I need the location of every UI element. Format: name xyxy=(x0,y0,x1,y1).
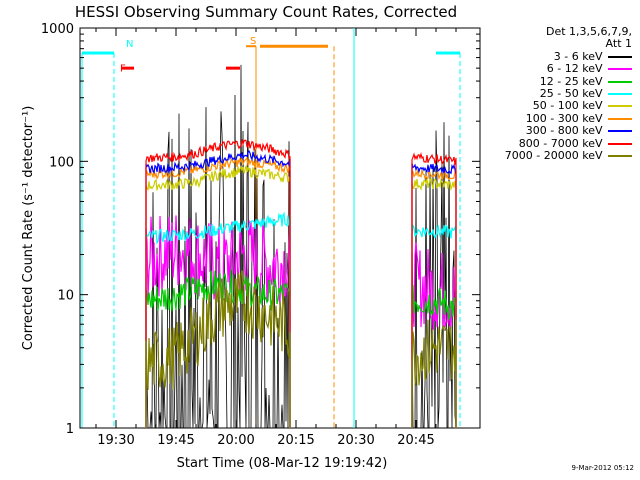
legend-swatch xyxy=(608,155,632,158)
series-line xyxy=(145,149,291,428)
legend-swatch xyxy=(608,93,632,96)
legend-entry: 100 - 300 keV xyxy=(480,111,632,125)
legend-label: 50 - 100 keV xyxy=(532,99,606,113)
series-line xyxy=(145,211,291,428)
y-tick-label: 1 xyxy=(66,422,74,437)
legend-entry: 800 - 7000 keV xyxy=(480,136,632,150)
legend-swatch xyxy=(608,105,632,108)
legend-entry: 7000 - 20000 keV xyxy=(480,149,632,163)
legend-swatch xyxy=(608,117,632,120)
marker-label-n: N xyxy=(126,39,133,50)
legend-label: 6 - 12 keV xyxy=(546,62,606,76)
legend: Det 1,3,5,6,7,9, Att 1 3 - 6 keV 6 - 12 … xyxy=(480,25,632,163)
x-tick-label: 19:45 xyxy=(157,433,194,448)
legend-entry: 300 - 800 keV xyxy=(480,125,632,137)
legend-label: 7000 - 20000 keV xyxy=(504,149,606,163)
series-line xyxy=(411,284,457,428)
legend-header-line-2: Att 1 xyxy=(605,37,632,51)
legend-label: 800 - 7000 keV xyxy=(518,136,606,150)
series-line xyxy=(411,319,457,428)
series-line xyxy=(411,177,457,428)
x-tick-label: 20:00 xyxy=(217,433,254,448)
series-line xyxy=(411,242,457,428)
footer-date: 9-Mar-2012 05:12 xyxy=(571,464,634,472)
legend-entry: 6 - 12 keV xyxy=(480,63,632,75)
x-tick-label: 20:15 xyxy=(277,433,314,448)
x-axis-label: Start Time (08-Mar-12 19:19:42) xyxy=(177,456,388,471)
x-tick-label: 20:45 xyxy=(397,433,434,448)
marker-label-s: S xyxy=(250,36,256,47)
series-line xyxy=(411,163,457,428)
series-line xyxy=(145,215,291,428)
legend-swatch xyxy=(608,68,632,71)
legend-swatch xyxy=(608,80,632,83)
series-line xyxy=(145,270,291,428)
legend-entries: 3 - 6 keV 6 - 12 keV 12 - 25 keV 25 - 50… xyxy=(480,49,632,163)
legend-entry: 50 - 100 keV xyxy=(480,100,632,112)
x-tick-label: 20:30 xyxy=(337,433,374,448)
legend-label: 100 - 300 keV xyxy=(525,111,606,125)
chart-title: HESSI Observing Summary Count Rates, Cor… xyxy=(75,3,457,21)
legend-label: 12 - 25 keV xyxy=(539,74,606,88)
legend-entry: 25 - 50 keV xyxy=(480,87,632,101)
y-axis-label: Corrected Count Rate (s⁻¹ detector⁻¹) xyxy=(21,106,36,351)
series-line xyxy=(145,139,291,428)
legend-swatch xyxy=(608,142,632,145)
legend-label: 300 - 800 keV xyxy=(525,124,606,138)
series-line xyxy=(145,270,291,428)
legend-entry: 3 - 6 keV xyxy=(480,49,632,63)
y-tick-label: 10 xyxy=(57,289,74,304)
marker-label-f: F xyxy=(120,64,126,75)
series-line xyxy=(145,165,291,428)
legend-swatch xyxy=(608,130,632,133)
series-line xyxy=(411,151,457,428)
series-line xyxy=(411,224,457,428)
x-tick-label: 19:30 xyxy=(97,433,134,448)
series-line xyxy=(145,156,291,428)
legend-entry: 12 - 25 keV xyxy=(480,74,632,88)
legend-label: 3 - 6 keV xyxy=(553,49,606,63)
y-tick-label: 1000 xyxy=(41,22,74,37)
series-line xyxy=(411,168,457,428)
legend-header-line-1: Det 1,3,5,6,7,9, xyxy=(545,25,632,38)
y-tick-label: 100 xyxy=(49,155,74,170)
plot-area: F N S 19:30 19:45 20:00 20:15 20:30 20:45 1 10 100 1… xyxy=(41,22,481,448)
legend-swatch xyxy=(608,55,632,58)
legend-label: 25 - 50 keV xyxy=(539,87,606,101)
